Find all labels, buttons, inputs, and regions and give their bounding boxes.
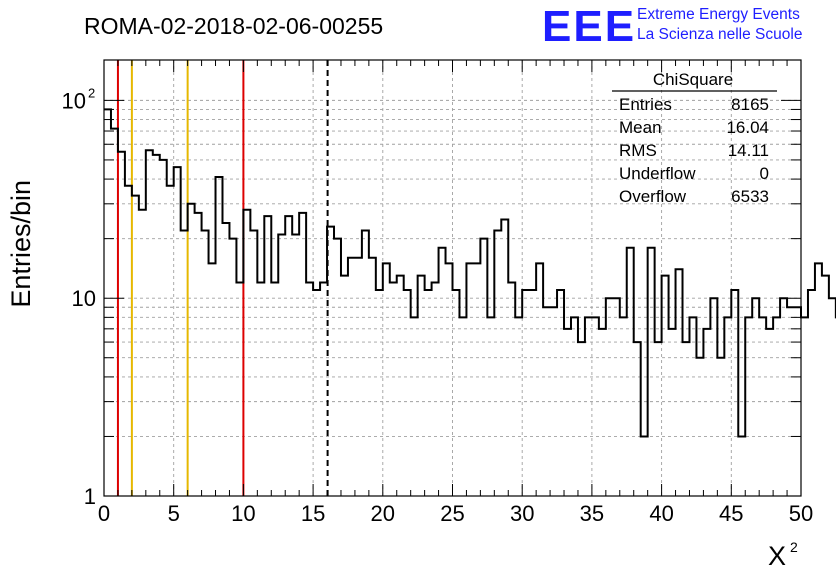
y-tick-label-exponent: 2 (88, 85, 95, 100)
x-axis-label-sup: 2 (790, 539, 798, 555)
stats-value-overflow: 6533 (731, 187, 769, 206)
reference-lines (116, 60, 329, 496)
x-tick-label: 5 (168, 501, 180, 526)
histogram-line (104, 108, 836, 438)
stats-value-underflow: 0 (760, 164, 769, 183)
x-tick-label: 0 (98, 501, 110, 526)
stats-label-mean: Mean (619, 118, 662, 137)
stats-value-mean: 16.04 (726, 118, 769, 137)
logo-line1: Extreme Energy Events (637, 6, 800, 23)
logo-line2: La Scienza nelle Scuole (637, 26, 802, 43)
y-tick-label: 1 (84, 484, 96, 509)
stats-rows: Entries 8165 Mean 16.04 RMS 14.11 Underflow 0 Ov… (619, 95, 769, 206)
x-tick-label: 35 (580, 501, 604, 526)
x-axis-label: X 2 (768, 539, 798, 571)
stats-box: ChiSquare Entries 8165 Mean 16.04 RMS 14.11 Un… (612, 70, 777, 206)
stats-label-overflow: Overflow (619, 187, 687, 206)
x-tick-label: 20 (371, 501, 395, 526)
y-axis-label: Entries/bin (6, 180, 36, 308)
stats-value-rms: 14.11 (728, 141, 769, 160)
x-axis-label-chi: X (768, 541, 786, 571)
x-tick-label: 45 (719, 501, 743, 526)
x-tick-label: 25 (440, 501, 464, 526)
stats-label-entries: Entries (619, 95, 672, 114)
x-tick-label: 50 (789, 501, 813, 526)
stats-label-underflow: Underflow (619, 164, 696, 183)
stats-value-entries: 8165 (731, 95, 769, 114)
logo-mark: EEE (542, 2, 636, 51)
x-tick-label: 30 (510, 501, 534, 526)
plot-frame (103, 59, 802, 497)
x-tick-label: 40 (649, 501, 673, 526)
x-tick-label: 15 (301, 501, 325, 526)
eee-logo: EEE Extreme Energy Events La Scienza nel… (542, 2, 802, 51)
x-tick-label: 10 (231, 501, 255, 526)
y-tick-label: 10 (62, 88, 86, 113)
y-tick-label: 10 (72, 286, 96, 311)
stats-title: ChiSquare (653, 70, 733, 89)
run-title: ROMA-02-2018-02-06-00255 (84, 13, 383, 39)
stats-label-rms: RMS (619, 141, 657, 160)
